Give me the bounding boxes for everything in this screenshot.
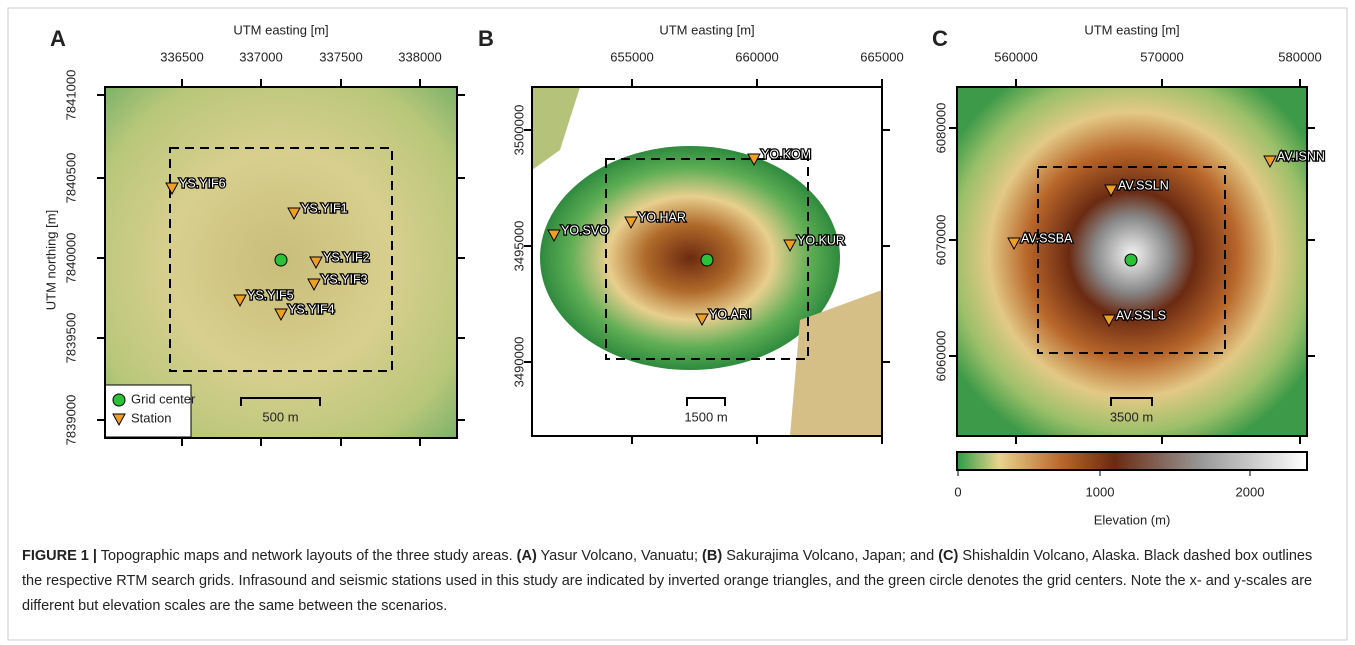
station-label: YO.SVO (561, 223, 609, 237)
y-tick-label: 6060000 (933, 331, 948, 382)
y-tick-label: 7840000 (63, 233, 78, 284)
caption-text: Topographic maps and network layouts of … (97, 548, 517, 564)
x-tick-label: 660000 (735, 49, 778, 64)
station-label: AV.ISNN (1277, 149, 1325, 163)
station-label: YO.ARI (709, 307, 751, 321)
colorbar-tick-label: 1000 (1086, 484, 1115, 499)
colorbar-label: Elevation (m) (1094, 512, 1171, 527)
panel-letter: C (932, 26, 948, 51)
x-tick-label: 337000 (239, 49, 282, 64)
station-label: YS.YIF3 (321, 272, 368, 286)
grid-center (1125, 254, 1137, 266)
y-tick-label: 6070000 (933, 215, 948, 266)
caption-text: FIGURE 1 | (22, 548, 97, 564)
panel-letter: B (478, 26, 494, 51)
caption-text: (B) (702, 548, 722, 564)
caption: FIGURE 1 | Topographic maps and network … (22, 544, 1332, 619)
grid-center (701, 254, 713, 266)
scale-label: 3500 m (1110, 409, 1153, 424)
station-label: YS.YIF1 (301, 201, 348, 215)
station-label: AV.SSLS (1116, 308, 1166, 322)
x-tick-label: 570000 (1140, 49, 1183, 64)
y-axis-label: UTM northing [m] (43, 210, 58, 310)
station-label: AV.SSBA (1021, 231, 1073, 245)
colorbar-tick-label: 0 (954, 484, 961, 499)
grid-center (275, 254, 287, 266)
station-label: YO.HAR (638, 210, 686, 224)
x-axis-label: UTM easting [m] (659, 22, 754, 37)
x-tick-label: 560000 (994, 49, 1037, 64)
y-tick-label: 7841000 (63, 70, 78, 121)
station-label: YS.YIF5 (247, 288, 294, 302)
caption-text: (C) (938, 548, 958, 564)
caption-text: Sakurajima Volcano, Japan; and (722, 548, 938, 564)
x-tick-label: 655000 (610, 49, 653, 64)
x-tick-label: 338000 (398, 49, 441, 64)
scale-label: 1500 m (684, 409, 727, 424)
legend-grid-center (113, 394, 125, 406)
caption-text: (A) (517, 548, 537, 564)
station-label: AV.SSLN (1118, 178, 1169, 192)
station-label: YS.YIF2 (323, 250, 370, 264)
y-tick-label: 7840500 (63, 153, 78, 204)
panel-letter: A (50, 26, 66, 51)
x-tick-label: 580000 (1278, 49, 1321, 64)
station-label: YS.YIF4 (288, 302, 335, 316)
station-label: YO.KOM (761, 147, 811, 161)
scale-label: 500 m (262, 409, 298, 424)
legend-label: Grid center (131, 391, 196, 406)
x-tick-label: 665000 (860, 49, 903, 64)
x-tick-label: 336500 (160, 49, 203, 64)
station-label: YS.YIF6 (179, 176, 226, 190)
station-label: YO.KUR (797, 233, 845, 247)
legend-label: Station (131, 410, 171, 425)
x-axis-label: UTM easting [m] (233, 22, 328, 37)
colorbar (957, 452, 1307, 470)
colorbar-tick-label: 2000 (1236, 484, 1265, 499)
page: A UTM easting [m] 336500 337000 337500 338000… (0, 0, 1355, 645)
y-tick-label: 7839000 (63, 395, 78, 446)
y-tick-label: 7839500 (63, 313, 78, 364)
x-axis-label: UTM easting [m] (1084, 22, 1179, 37)
y-tick-label: 6080000 (933, 103, 948, 154)
x-tick-label: 337500 (319, 49, 362, 64)
caption-text: Yasur Volcano, Vanuatu; (537, 548, 702, 564)
map-b-island (540, 146, 840, 370)
